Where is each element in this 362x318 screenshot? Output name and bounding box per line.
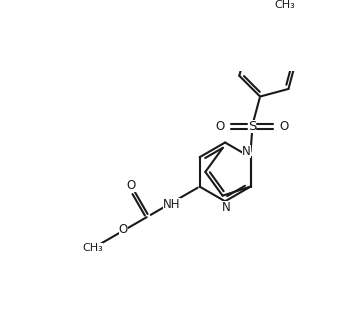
- Text: O: O: [127, 179, 136, 192]
- Text: NH: NH: [163, 198, 181, 211]
- Text: CH₃: CH₃: [82, 244, 103, 253]
- Text: CH₃: CH₃: [274, 0, 295, 10]
- Text: O: O: [279, 120, 289, 133]
- Text: N: N: [222, 201, 231, 214]
- Text: N: N: [242, 145, 251, 158]
- Text: O: O: [119, 224, 128, 236]
- Text: O: O: [216, 120, 225, 133]
- Text: S: S: [248, 120, 256, 133]
